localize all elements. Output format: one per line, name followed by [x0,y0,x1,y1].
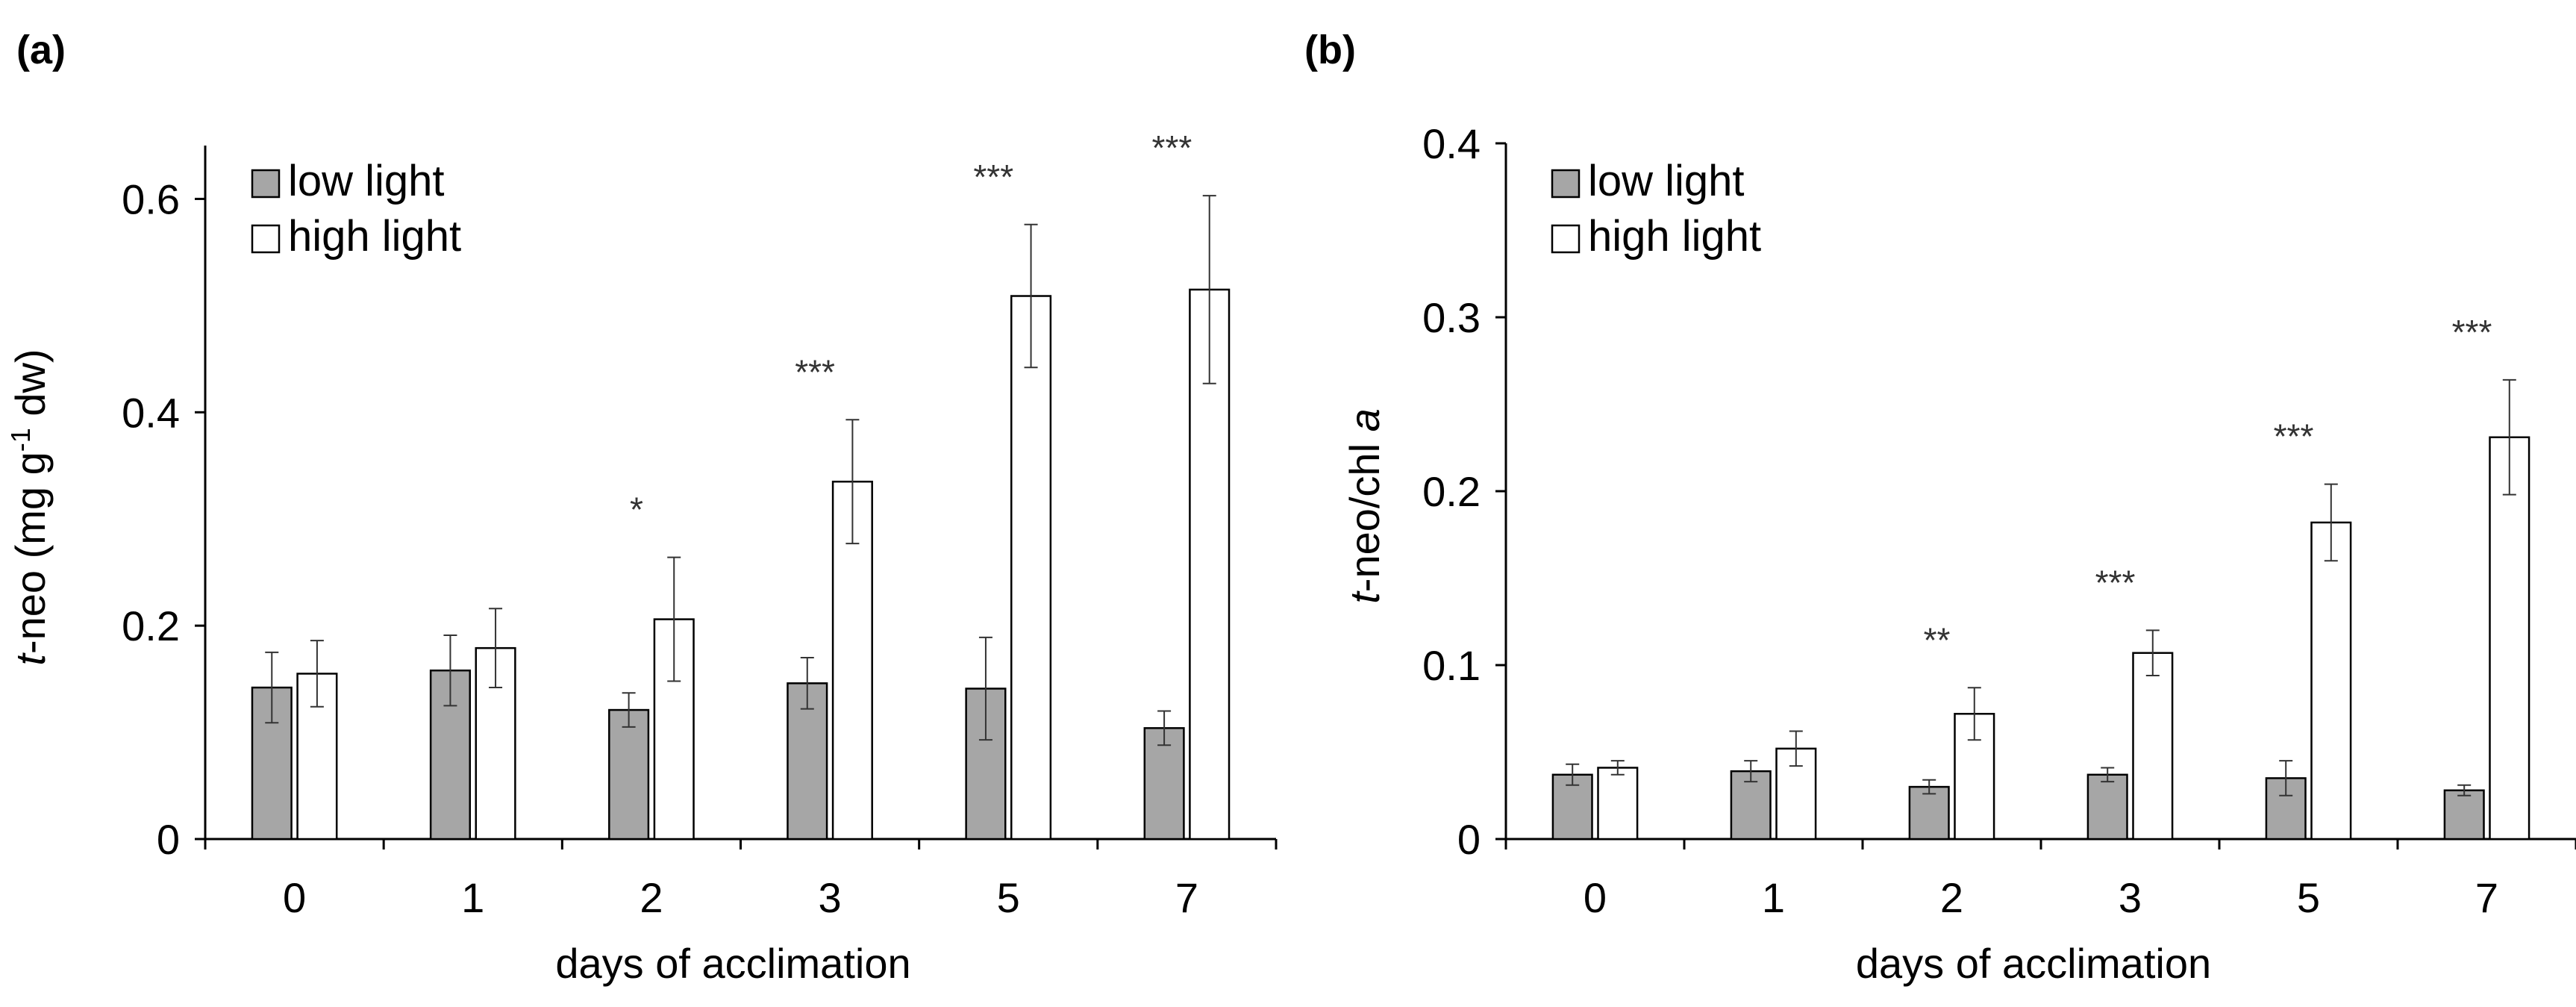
x-tick-label: 5 [997,874,1020,921]
x-tick-label: 0 [283,874,306,921]
significance-stars: *** [2095,563,2136,602]
bar-high-light [2310,521,2352,841]
chart-panel-b: (b) 0 0.1 0.2 0.3 0.4 0 1 ** 2 *** 3 *** 5 *** 7 days of… [1304,28,2576,987]
y-axis-label: t-neo (mg g-1 dw) [5,349,54,665]
significance-stars: * [630,490,643,529]
x-axis-label: days of acclimation [1856,940,2211,987]
y-tick-label: 0 [1457,816,1481,863]
legend-swatch-high-light [251,224,281,254]
y-tick-label: 0.6 [122,175,180,222]
legend-label: high light [288,212,461,261]
x-axis-label: days of acclimation [555,940,910,987]
y-tick-label: 0.1 [1422,642,1481,689]
bar-low-light [608,708,650,841]
significance-stars: *** [2452,313,2492,352]
significance-stars: *** [2274,417,2314,456]
chart-panel-a: (a) 0 0.2 0.4 0.6 0 1 * 2 *** 3 *** 5 *** 7 days of acc… [5,28,1278,987]
legend-label: low light [288,157,445,205]
y-tick-label: 0.3 [1422,294,1481,341]
panel-label: (b) [1304,28,1356,72]
bar-low-light [2443,789,2485,841]
y-axis-label: t-neo/chl a [1341,408,1388,604]
x-tick-label: 1 [461,874,484,921]
y-label-superscript: -1 [5,428,36,452]
legend-swatch-low-light [251,169,281,199]
y-label-text: -neo (mg g [7,452,54,654]
x-tick-label: 7 [1175,874,1198,921]
y-label-italic: a [1341,408,1388,431]
significance-stars: *** [1152,128,1192,167]
x-tick-label: 3 [2119,874,2142,921]
bar-high-light [1597,767,1639,841]
x-tick-label: 7 [2475,874,2498,921]
x-tick-label: 1 [1762,874,1785,921]
x-tick-label: 5 [2297,874,2320,921]
significance-stars: *** [973,158,1013,196]
x-tick-label: 3 [819,874,842,921]
bar-high-light [2489,436,2530,841]
panel-label: (a) [16,28,66,72]
y-tick-label: 0.4 [122,389,180,436]
y-label-italic: t [7,652,54,666]
x-tick-label: 2 [640,874,663,921]
y-label-italic: t [1341,590,1388,604]
y-tick-label: 0 [157,816,180,863]
bar-low-light [251,686,293,841]
x-tick-label: 2 [1940,874,1963,921]
significance-stars: ** [1924,620,1951,659]
y-tick-label: 0.2 [1422,468,1481,515]
legend-label: high light [1588,212,1761,261]
y-label-text: dw) [7,349,54,428]
y-label-text: -neo/chl [1341,431,1388,592]
y-tick-label: 0.2 [122,602,180,649]
bar-high-light [1010,295,1052,841]
legend-label: low light [1588,157,1745,205]
bar-high-light [2132,652,2174,841]
bar-low-light [1908,785,1950,841]
significance-stars: *** [795,352,835,391]
bar-low-light [2086,773,2128,841]
x-tick-label: 0 [1584,874,1607,921]
legend-swatch-low-light [1551,169,1581,199]
legend-swatch-high-light [1551,224,1581,254]
bar-low-light [1143,727,1185,841]
y-tick-label: 0.4 [1422,120,1481,167]
